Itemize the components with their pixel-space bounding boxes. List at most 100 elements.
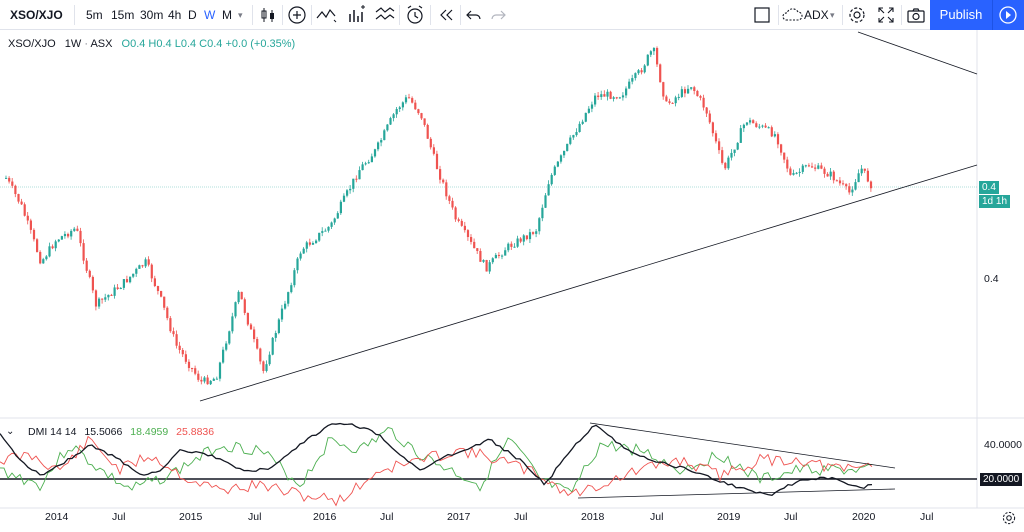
chart-canvas[interactable]	[0, 30, 1024, 528]
candle-body	[246, 312, 249, 325]
timeframe-d[interactable]: D	[188, 8, 197, 22]
candle-body	[457, 219, 460, 221]
time-axis-label: Jul	[920, 511, 934, 523]
time-axis-label: 2015	[179, 511, 203, 523]
gear-icon[interactable]	[845, 3, 869, 27]
undo-icon[interactable]	[462, 3, 486, 27]
camera-icon[interactable]	[904, 3, 928, 27]
alert-clock-icon[interactable]	[403, 3, 427, 27]
time-axis-label: 2016	[313, 511, 337, 523]
candle-body	[54, 241, 57, 249]
candle-body	[600, 94, 603, 98]
time-axis-label: Jul	[650, 511, 664, 523]
candle-body	[39, 251, 42, 264]
candle-body	[113, 287, 116, 296]
candle-body	[838, 180, 842, 184]
indicators-icon[interactable]	[314, 3, 338, 27]
top-toolbar: XSO/XJO 5m 15m 30m 4h D W M ▾ ADX ▾	[0, 0, 1024, 30]
candle-body	[817, 165, 820, 169]
candle-body	[101, 298, 104, 300]
candle-body	[119, 287, 122, 290]
candle-body	[801, 165, 804, 172]
play-icon[interactable]	[992, 0, 1024, 30]
timeframe-w[interactable]: W	[204, 8, 216, 22]
candlestick-icon[interactable]	[256, 3, 280, 27]
dmi-plus-di-line	[0, 427, 873, 493]
divider	[282, 5, 283, 25]
time-axis-label: Jul	[784, 511, 798, 523]
candle-body	[5, 177, 8, 179]
chevron-down-icon[interactable]: ▾	[830, 10, 835, 20]
candle-body	[482, 259, 485, 262]
candle-body	[342, 195, 346, 202]
candle-body	[832, 171, 835, 181]
compare-icon[interactable]	[373, 3, 397, 27]
candle-body	[373, 149, 377, 157]
time-axis-label: Jul	[112, 511, 126, 523]
candle-body	[160, 291, 163, 297]
candle-body	[389, 118, 392, 125]
candle-body	[742, 124, 745, 129]
redo-icon[interactable]	[486, 3, 510, 27]
gear-icon[interactable]	[1000, 509, 1018, 527]
replay-icon[interactable]	[434, 3, 458, 27]
candle-body	[178, 345, 181, 350]
divider	[252, 5, 253, 25]
candle-body	[693, 87, 696, 91]
candle-body	[104, 297, 107, 300]
candle-body	[268, 354, 271, 365]
candle-body	[795, 172, 798, 174]
candle-body	[637, 70, 640, 74]
saved-layout-name[interactable]: ADX	[804, 8, 829, 22]
candle-body	[203, 377, 206, 382]
candle-body	[829, 171, 832, 177]
candle-body	[783, 152, 786, 160]
candle-body	[290, 285, 293, 293]
candle-body	[14, 185, 17, 195]
candle-body	[454, 207, 457, 220]
timeframe-m[interactable]: M	[222, 8, 232, 22]
financials-icon[interactable]	[344, 3, 368, 27]
fullscreen-icon[interactable]	[874, 3, 898, 27]
candle-body	[621, 95, 625, 98]
time-axis-label: Jul	[248, 511, 262, 523]
candle-body	[98, 298, 101, 307]
candle-body	[262, 361, 265, 371]
candle-body	[522, 235, 525, 242]
timeframe-15m[interactable]: 15m	[111, 8, 135, 22]
candle-body	[20, 201, 23, 205]
candle-body	[773, 134, 776, 137]
candle-body	[649, 51, 652, 55]
symbol-search[interactable]: XSO/XJO	[10, 8, 63, 22]
candle-body	[404, 97, 408, 103]
candle-body	[150, 264, 153, 279]
candle-body	[218, 362, 222, 379]
candle-body	[553, 166, 556, 175]
candle-body	[259, 348, 262, 362]
timeframe-5m[interactable]: 5m	[86, 8, 103, 22]
candle-body	[240, 291, 243, 300]
timeframe-4h[interactable]: 4h	[168, 8, 182, 22]
publish-button[interactable]: Publish	[930, 0, 992, 30]
add-indicator-icon[interactable]	[285, 3, 309, 27]
candle-body	[138, 265, 141, 269]
candle-body	[470, 237, 473, 242]
layout-icon[interactable]	[750, 3, 774, 27]
candle-body	[581, 121, 584, 124]
candle-body	[45, 256, 48, 260]
cloud-icon[interactable]	[780, 3, 804, 27]
candle-body	[491, 258, 494, 263]
candle-body	[153, 278, 156, 287]
chevron-down-icon[interactable]: ▾	[238, 10, 243, 20]
dmi-adx-line	[0, 422, 873, 496]
collapse-icon[interactable]: ⌄	[6, 426, 15, 437]
candle-body	[122, 279, 125, 288]
candle-body	[243, 299, 246, 313]
candle-body	[88, 270, 91, 277]
candle-body	[169, 318, 172, 332]
candle-body	[308, 242, 311, 245]
divider	[901, 5, 902, 25]
timeframe-30m[interactable]: 30m	[140, 8, 164, 22]
divider	[74, 5, 75, 25]
candle-body	[460, 220, 463, 226]
